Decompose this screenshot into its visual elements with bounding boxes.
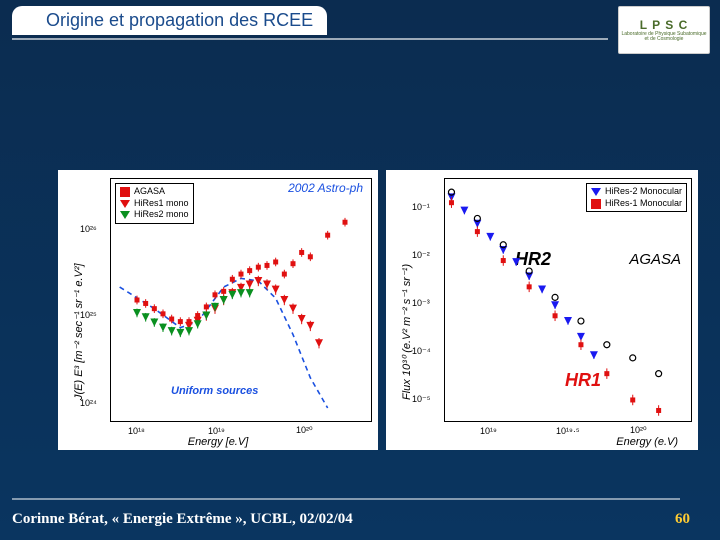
right-ytick-1: 10⁻⁴ bbox=[412, 346, 431, 357]
left-ytick-2: 10²⁶ bbox=[80, 224, 97, 234]
right-xtick-0: 10¹⁹ bbox=[480, 426, 497, 436]
right-chart-svg bbox=[445, 179, 691, 421]
footer-text: Corinne Bérat, « Energie Extrême », UCBL… bbox=[12, 511, 353, 528]
right-ytick-4: 10⁻¹ bbox=[412, 202, 430, 213]
left-ytick-0: 10²⁴ bbox=[80, 398, 97, 408]
slide-title: Origine et propagation des RCEE bbox=[12, 6, 327, 35]
left-chart-area: 2002 Astro-ph AGASA HiRes1 mono HiRes2 m… bbox=[110, 178, 372, 422]
stray-letter: s bbox=[679, 395, 686, 411]
right-ytick-0: 10⁻⁵ bbox=[412, 394, 431, 405]
title-underline bbox=[12, 38, 608, 40]
right-chart-panel: Flux 10³⁰ (e.V² m⁻² s⁻¹ sr⁻¹) Energy (e.… bbox=[386, 170, 698, 450]
left-xtick-2: 10²⁰ bbox=[296, 425, 313, 436]
left-ytick-1: 10²⁵ bbox=[80, 310, 97, 320]
right-xtick-1: 10¹⁹·⁵ bbox=[556, 426, 580, 436]
lpsc-logo: L P S C Laboratoire de Physique Subatomi… bbox=[618, 6, 710, 54]
right-ytick-2: 10⁻³ bbox=[412, 298, 430, 309]
page-number: 60 bbox=[675, 511, 690, 528]
footer-line bbox=[12, 498, 680, 500]
right-ylabel: Flux 10³⁰ (e.V² m⁻² s⁻¹ sr⁻¹) bbox=[400, 264, 413, 400]
left-xtick-0: 10¹⁸ bbox=[128, 426, 145, 436]
left-chart-svg bbox=[111, 179, 371, 421]
right-chart-area: HiRes-2 Monocular HiRes-1 Monocular AGAS… bbox=[444, 178, 692, 422]
left-xtick-1: 10¹⁹ bbox=[208, 426, 225, 436]
left-xlabel: Energy [e.V] bbox=[188, 436, 249, 448]
right-ytick-3: 10⁻² bbox=[412, 250, 430, 261]
left-chart-panel: J(E) E³ [m⁻² sec⁻¹ sr⁻¹ e.V²] Energy [e.… bbox=[58, 170, 378, 450]
right-xlabel: Energy (e.V) bbox=[616, 436, 678, 448]
logo-main: L P S C bbox=[640, 18, 689, 32]
slide: Origine et propagation des RCEE L P S C … bbox=[0, 0, 720, 540]
left-ylabel: J(E) E³ [m⁻² sec⁻¹ sr⁻¹ e.V²] bbox=[72, 263, 85, 400]
logo-sub: Laboratoire de Physique Subatomique et d… bbox=[619, 32, 709, 42]
right-xtick-2: 10²⁰ bbox=[630, 425, 647, 436]
